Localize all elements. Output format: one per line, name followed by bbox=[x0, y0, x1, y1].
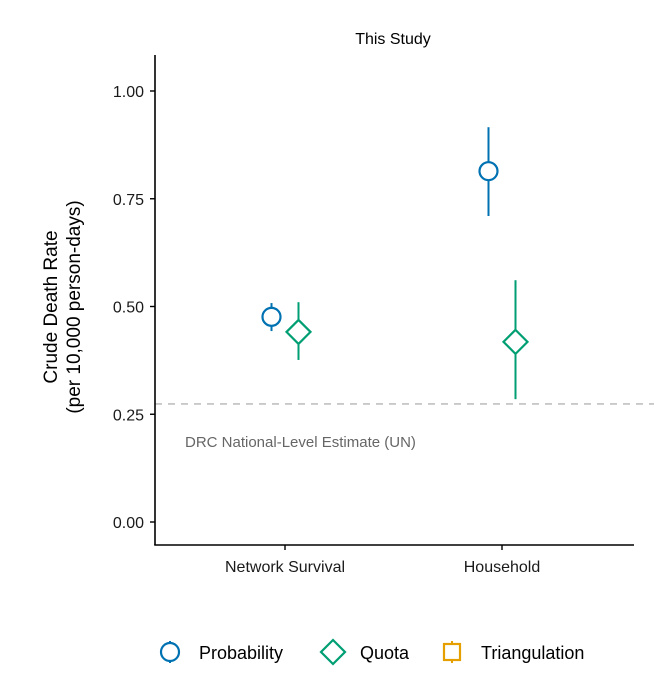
x-tick-label: Network Survival bbox=[225, 559, 345, 576]
chart-title: This Study bbox=[355, 31, 431, 48]
point-probability bbox=[261, 306, 282, 327]
legend-label-triangulation: Triangulation bbox=[481, 643, 584, 663]
y-axis-title-line-1: Crude Death Rate bbox=[41, 230, 62, 383]
legend-key-probability-icon bbox=[159, 641, 181, 663]
y-tick-label: 0.25 bbox=[113, 407, 144, 424]
y-tick-label: 0.50 bbox=[113, 300, 144, 317]
reference-line-label: DRC National-Level Estimate (UN) bbox=[185, 434, 416, 451]
x-tick-label: Household bbox=[464, 559, 541, 576]
y-axis-title-line-2: (per 10,000 person-days) bbox=[64, 200, 85, 413]
legend-key-triangulation-icon bbox=[442, 642, 462, 662]
y-tick-label: 0.00 bbox=[113, 515, 144, 532]
legend-label-probability: Probability bbox=[199, 643, 283, 663]
reference-line-group: DRC National-Level Estimate (UN) bbox=[155, 403, 654, 451]
y-axis-ticks: 0.00 0.25 0.50 0.75 1.00 bbox=[113, 84, 155, 532]
x-axis-ticks: Network Survival Household bbox=[225, 545, 540, 576]
legend: Probability Quota Triangulation bbox=[159, 638, 584, 666]
data-marks bbox=[261, 127, 530, 400]
legend-label-quota: Quota bbox=[360, 643, 410, 663]
point-probability bbox=[478, 161, 499, 182]
point-quota bbox=[501, 328, 530, 356]
y-tick-label: 0.75 bbox=[113, 192, 144, 209]
point-quota bbox=[284, 318, 313, 346]
y-tick-label: 1.00 bbox=[113, 84, 144, 101]
legend-key-quota-icon bbox=[319, 638, 347, 666]
y-axis-title: Crude Death Rate (per 10,000 person-days… bbox=[41, 200, 85, 413]
